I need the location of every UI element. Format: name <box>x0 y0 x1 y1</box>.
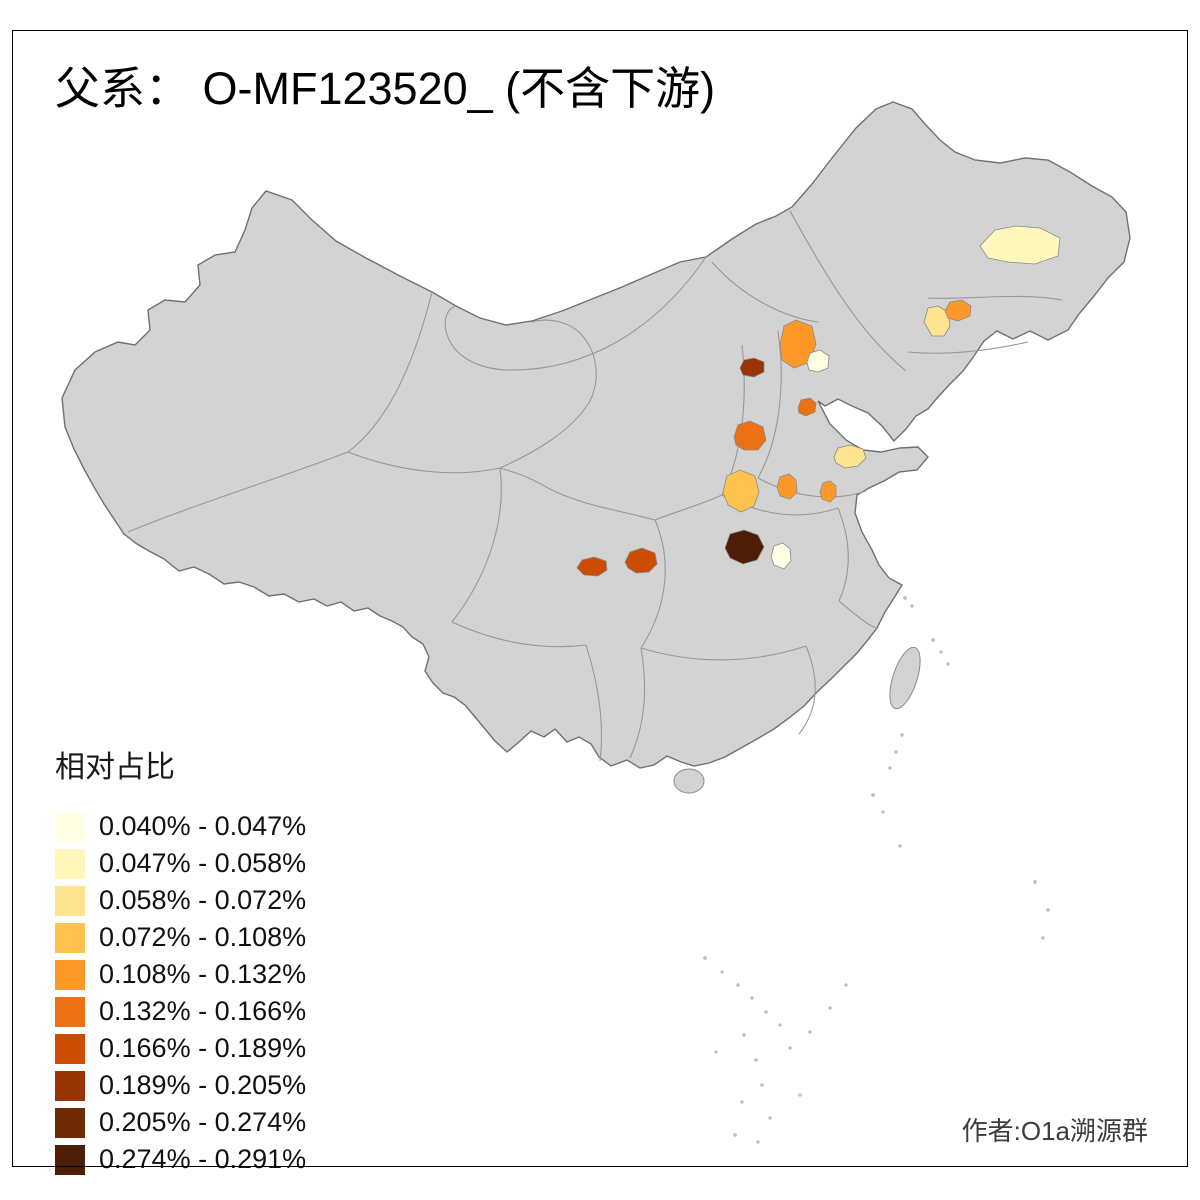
region-southwest-1 <box>624 547 658 574</box>
legend-label: 0.166% - 0.189% <box>99 1033 307 1063</box>
author-credit: 作者:O1a溯源群 <box>961 1116 1148 1146</box>
region-central-5 <box>770 542 792 570</box>
legend: 相对占比 0.040% - 0.047% 0.047% - 0.058% 0.0… <box>55 742 306 1178</box>
legend-title: 相对占比 <box>55 751 175 784</box>
region-north-3 <box>806 349 830 373</box>
legend-swatch <box>55 1144 85 1175</box>
legend-label: 0.205% - 0.274% <box>99 1107 307 1137</box>
region-northeast-3 <box>944 299 972 322</box>
legend-item: 0.047% - 0.058% <box>55 845 306 882</box>
region-northeast-2 <box>923 305 951 337</box>
region-southwest-2 <box>576 556 608 577</box>
legend-label: 0.040% - 0.047% <box>99 811 307 841</box>
legend-swatch <box>55 922 85 953</box>
legend-label: 0.274% - 0.291% <box>99 1144 307 1174</box>
region-central-4 <box>724 529 765 565</box>
legend-label: 0.047% - 0.058% <box>99 848 307 878</box>
legend-swatch <box>55 959 85 990</box>
legend-item: 0.058% - 0.072% <box>55 882 306 919</box>
legend-item: 0.166% - 0.189% <box>55 1030 306 1067</box>
legend-label: 0.108% - 0.132% <box>99 959 307 989</box>
legend-label: 0.132% - 0.166% <box>99 996 307 1026</box>
legend-item: 0.205% - 0.274% <box>55 1104 306 1141</box>
highlighted-regions <box>576 225 1061 577</box>
legend-label: 0.189% - 0.205% <box>99 1070 307 1100</box>
region-north-2 <box>739 357 765 378</box>
legend-swatch <box>55 996 85 1027</box>
region-east-1 <box>833 444 867 469</box>
legend-item: 0.132% - 0.166% <box>55 993 306 1030</box>
legend-swatch <box>55 811 85 842</box>
legend-swatch <box>55 1033 85 1064</box>
legend-swatch <box>55 848 85 879</box>
legend-swatch <box>55 885 85 916</box>
region-north-1 <box>779 319 817 369</box>
legend-item: 0.040% - 0.047% <box>55 808 306 845</box>
legend-item: 0.072% - 0.108% <box>55 919 306 956</box>
legend-swatch <box>55 1107 85 1138</box>
region-north-4 <box>797 397 817 417</box>
sea-islands <box>703 596 1050 1144</box>
legend-label: 0.072% - 0.108% <box>99 922 307 952</box>
legend-swatch <box>55 1070 85 1101</box>
region-central-3 <box>776 473 798 500</box>
page-title: 父系： O-MF123520_ (不含下游) <box>55 63 716 114</box>
hainan-island <box>673 768 705 794</box>
taiwan-island <box>889 646 921 710</box>
region-east-2 <box>819 480 837 503</box>
legend-item: 0.274% - 0.291% <box>55 1141 306 1178</box>
region-central-2 <box>722 469 760 513</box>
region-northeast-1 <box>979 225 1061 265</box>
legend-item: 0.108% - 0.132% <box>55 956 306 993</box>
legend-item: 0.189% - 0.205% <box>55 1067 306 1104</box>
china-mainland-shape <box>61 101 1131 769</box>
plot-frame-border <box>12 30 1188 1167</box>
region-central-1 <box>733 420 767 451</box>
legend-label: 0.058% - 0.072% <box>99 885 307 915</box>
